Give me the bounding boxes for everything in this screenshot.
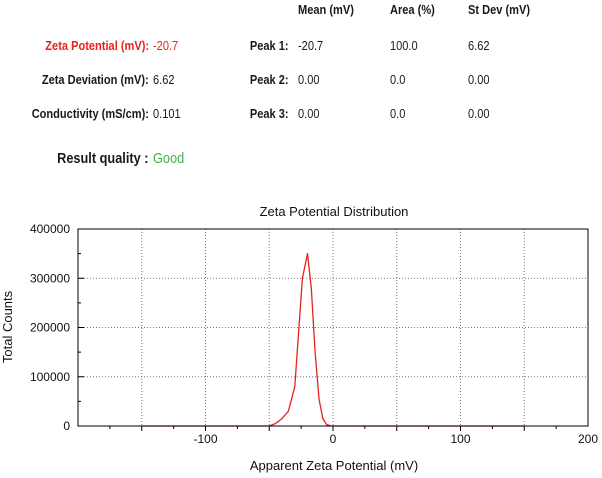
result-quality-label: Result quality : — [57, 150, 149, 167]
peak-1-label: Peak 1: — [250, 38, 289, 53]
zeta-deviation-value: 6.62 — [153, 72, 175, 87]
conductivity-value: 0.101 — [153, 106, 181, 121]
conductivity-label: Conductivity (mS/cm): — [31, 106, 149, 121]
x-tick-label: 100 — [450, 432, 470, 446]
y-tick-label: 400000 — [30, 222, 70, 236]
peak-2-area: 0.0 — [390, 72, 406, 87]
peak-1-mean: -20.7 — [298, 38, 324, 53]
y-tick-label: 300000 — [30, 271, 70, 285]
peak-3-label: Peak 3: — [250, 106, 289, 121]
y-tick-label: 100000 — [30, 370, 70, 384]
plot-area-frame — [77, 228, 589, 427]
header-stdev: St Dev (mV) — [468, 2, 531, 17]
x-axis-label: Apparent Zeta Potential (mV) — [250, 458, 418, 473]
peak-3-area: 0.0 — [390, 106, 406, 121]
chart-svg: Zeta Potential Distribution -100 0 100 2000… — [0, 204, 598, 473]
chart-title: Zeta Potential Distribution — [260, 204, 409, 219]
tick-labels: -100 0 100 200 0 100000 200000 300000 400000 — [30, 222, 598, 446]
x-tick-label: 0 — [330, 432, 337, 446]
zeta-deviation-label: Zeta Deviation (mV): — [42, 72, 149, 87]
x-tick-label: -100 — [193, 432, 217, 446]
zeta-potential-label: Zeta Potential (mV): — [45, 38, 149, 53]
axis-ticks — [78, 228, 557, 431]
peak-2-stdev: 0.00 — [468, 72, 490, 87]
peak-1-stdev: 6.62 — [468, 38, 490, 53]
peak-3-stdev: 0.00 — [468, 106, 490, 121]
zeta-distribution-chart: Zeta Potential Distribution -100 0 100 200 0… — [0, 195, 602, 473]
result-quality-value: Good — [153, 150, 185, 167]
y-tick-label: 0 — [63, 419, 70, 433]
results-summary: Mean (mV) Area (%) St Dev (mV) Zeta Pote… — [0, 0, 602, 180]
header-mean: Mean (mV) — [298, 2, 354, 17]
peak-2-label: Peak 2: — [250, 72, 289, 87]
zeta-potential-value: -20.7 — [153, 38, 179, 53]
header-area: Area (%) — [390, 2, 435, 17]
y-tick-label: 200000 — [30, 321, 70, 335]
grid-lines — [78, 229, 588, 426]
peak-2-mean: 0.00 — [298, 72, 320, 87]
x-tick-label: 200 — [578, 432, 598, 446]
peak-1-area: 100.0 — [390, 38, 418, 53]
peak-3-mean: 0.00 — [298, 106, 320, 121]
y-axis-label: Total Counts — [0, 290, 15, 363]
